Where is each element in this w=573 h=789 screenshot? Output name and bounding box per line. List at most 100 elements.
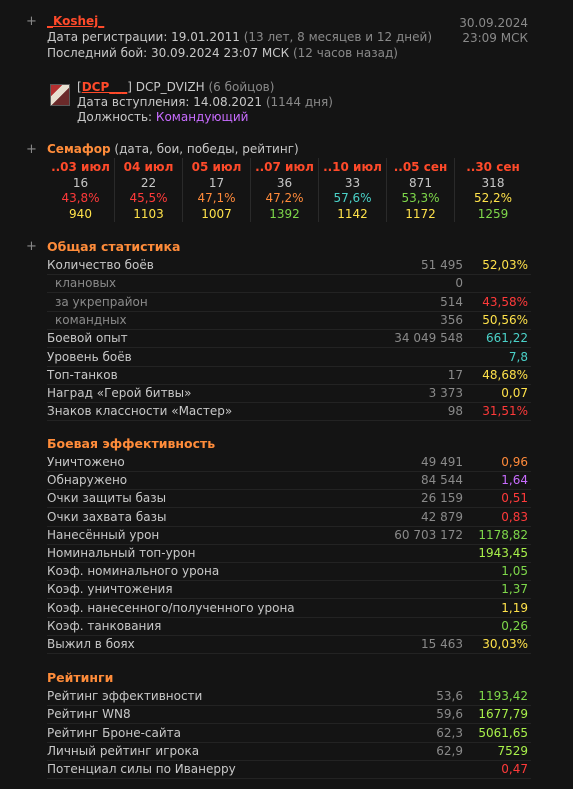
semaphore-battles: 22: [140, 175, 157, 190]
semaphore-rating: 1392: [269, 206, 300, 221]
general-stat-value: 98: [447, 404, 463, 419]
semaphore-battles: 318: [481, 175, 505, 190]
clan-name-line: [DCP___] DCP_DVIZH (6 бойцов): [77, 80, 274, 94]
rating-stat-value: 62,3: [436, 725, 463, 740]
rating-stat-label: Личный рейтинг игрока: [47, 743, 200, 758]
semaphore-rating: 940: [69, 206, 92, 221]
clan-tag-open: [: [77, 80, 82, 94]
efficiency-stat-value: 26 159: [421, 491, 463, 506]
general-stat-label: Наград «Герой битвы»: [47, 386, 192, 401]
efficiency-stat-metric: 0,83: [501, 509, 528, 524]
clan-position-label: Должность:: [77, 110, 153, 124]
clan-members: (6 бойцов): [208, 80, 275, 94]
semaphore-header: Семафор (дата, бои, победы, рейтинг): [47, 142, 299, 156]
general-stat-label: Количество боёв: [47, 258, 154, 272]
semaphore-date: ..05 сен: [393, 160, 448, 174]
semaphore-battles: 17: [208, 175, 225, 190]
semaphore-wins: 47,1%: [197, 191, 236, 205]
semaphore-battles: 871: [409, 175, 432, 190]
general-stat-label: Топ-танков: [47, 367, 118, 382]
rating-stat-label: Рейтинг эффективности: [47, 689, 203, 703]
semaphore-wins: 45,5%: [129, 191, 168, 205]
efficiency-stat-label: Коэф. нанесенного/полученного урона: [47, 600, 295, 615]
efficiency-stat-metric: 1,64: [501, 473, 528, 488]
clan-position-value: Командующий: [155, 110, 249, 124]
efficiency-stat-row: Коэф. нанесенного/полученного урона 1,19: [47, 600, 531, 618]
general-stat-row: Количество боёв 51 495 52,03%: [47, 257, 531, 275]
registration-date: Дата регистрации: 19.01.2011 (13 лет, 8 …: [47, 30, 432, 44]
general-stat-row: Топ-танков 17 48,68%: [47, 367, 531, 385]
general-stat-value: 356: [440, 312, 463, 327]
general-stat-metric: 31,51%: [482, 404, 528, 419]
semaphore-battles: 33: [344, 175, 361, 190]
expand-profile-icon[interactable]: +: [26, 14, 37, 29]
clan-joined: Дата вступления: 14.08.2021 (1144 дня): [77, 95, 333, 109]
general-stat-row: Знаков классности «Мастер» 98 31,51%: [47, 403, 531, 422]
general-stat-value: 3 373: [428, 386, 463, 401]
rating-stat-label: Рейтинг Броне-сайта: [47, 725, 182, 740]
semaphore-rating: 1142: [337, 206, 368, 221]
clan-logo-icon[interactable]: [50, 84, 70, 106]
efficiency-stat-label: Обнаружено: [47, 473, 128, 488]
semaphore-table: ..03 июл 16 43,8% 940 04 июл 22 45,5% 1103 05 ию…: [47, 158, 531, 222]
efficiency-stat-value: 49 491: [421, 455, 463, 469]
efficiency-stat-metric: 30,03%: [482, 637, 528, 651]
general-stat-metric: 661,22: [486, 331, 528, 346]
rating-stat-metric: 0,47: [501, 762, 528, 777]
rating-stat-row: Потенциал силы по Иванерру 0,47: [47, 761, 531, 780]
semaphore-date: ..30 сен: [466, 160, 520, 174]
general-stat-row: за укрепрайон 514 43,58%: [47, 294, 531, 312]
expand-general-icon[interactable]: +: [26, 239, 37, 254]
general-stat-label: Боевой опыт: [47, 331, 128, 346]
player-nickname[interactable]: _Koshej_: [47, 14, 105, 28]
registration-date-label: Дата регистрации: 19.01.2011: [47, 30, 240, 44]
efficiency-stat-label: Выжил в боях: [47, 637, 135, 651]
rating-stat-label: Рейтинг WN8: [47, 707, 131, 722]
efficiency-stat-label: Нанесённый урон: [47, 527, 160, 542]
general-stat-row: командных 356 50,56%: [47, 312, 531, 330]
efficiency-stat-metric: 0,96: [501, 455, 528, 469]
rating-stat-value: 59,6: [436, 707, 463, 722]
semaphore-wins: 43,8%: [61, 191, 100, 205]
general-stat-value: 514: [440, 294, 463, 309]
efficiency-stat-label: Очки защиты базы: [47, 491, 167, 506]
semaphore-date: 04 июл: [123, 160, 174, 174]
semaphore-title: Семафор: [47, 142, 111, 156]
general-stat-label: клановых: [55, 276, 117, 291]
clan-joined-label: Дата вступления: 14.08.2021: [77, 95, 262, 109]
efficiency-stat-row: Номинальный топ-урон 1943,45: [47, 545, 531, 563]
rating-stat-row: Рейтинг эффективности 53,6 1193,42: [47, 688, 531, 706]
efficiency-stat-row: Нанесённый урон 60 703 172 1178,82: [47, 527, 531, 545]
rating-stat-value: 62,9: [436, 743, 463, 758]
semaphore-column: ..05 сен 871 53,3% 1172: [387, 158, 455, 222]
efficiency-stat-value: 42 879: [421, 509, 463, 524]
rating-stat-metric: 1677,79: [478, 707, 528, 722]
semaphore-rating: 1172: [405, 206, 436, 221]
last-battle-label: Последний бой: 30.09.2024 23:07 МСК: [47, 46, 290, 60]
rating-stat-metric: 7529: [497, 743, 528, 758]
efficiency-stat-row: Коэф. уничтожения 1,37: [47, 581, 531, 600]
efficiency-stat-label: Коэф. уничтожения: [47, 582, 173, 597]
rating-stat-row: Рейтинг Броне-сайта 62,3 5061,65: [47, 725, 531, 743]
current-time: 23:09 МСК: [462, 31, 528, 45]
efficiency-stat-row: Коэф. танкования 0,26: [47, 618, 531, 636]
last-battle-ago: (12 часов назад): [292, 46, 398, 60]
clan-position: Должность: Командующий: [77, 110, 248, 124]
ratings-title: Рейтинги: [47, 670, 114, 685]
last-battle: Последний бой: 30.09.2024 23:07 МСК (12 …: [47, 46, 398, 60]
expand-semaphore-icon[interactable]: +: [26, 142, 37, 157]
efficiency-stat-value: 84 544: [421, 473, 463, 488]
semaphore-column: ..10 июл 33 57,6% 1142: [319, 158, 387, 222]
clan-name: DCP_DVIZH: [135, 80, 205, 94]
efficiency-stat-metric: 1178,82: [478, 527, 528, 542]
efficiency-stat-value: 60 703 172: [394, 527, 463, 542]
semaphore-subtitle: (дата, бои, победы, рейтинг): [114, 142, 299, 156]
current-date: 30.09.2024: [459, 16, 528, 30]
general-stats-title: Общая статистика: [47, 239, 181, 254]
semaphore-date: ..03 июл: [51, 160, 110, 174]
clan-tag-link[interactable]: DCP___: [81, 80, 128, 94]
efficiency-stat-label: Очки захвата базы: [47, 509, 167, 524]
semaphore-date: ..07 июл: [255, 160, 314, 174]
efficiency-stat-label: Номинальный топ-урон: [47, 546, 196, 560]
efficiency-stat-value: 15 463: [421, 637, 463, 651]
